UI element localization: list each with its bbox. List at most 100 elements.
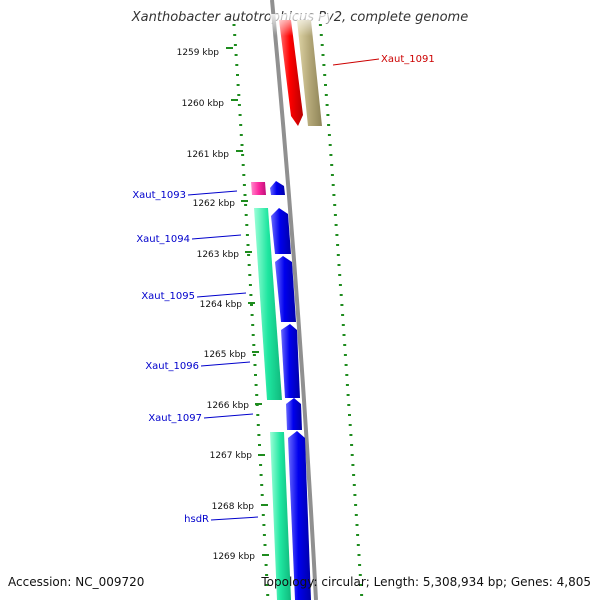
leader-line-xaut-1091 [332, 58, 380, 66]
ruler-minor-tick [356, 544, 360, 546]
ruler-minor-tick [237, 94, 241, 96]
gene-xaut-1097-blue[interactable] [286, 398, 302, 430]
genome-summary-text: Topology: circular; Length: 5,308,934 bp… [261, 575, 591, 589]
ruler-outer-ticks [318, 24, 364, 596]
ruler-minor-tick [243, 194, 247, 196]
ruler-minor-tick [350, 454, 354, 456]
ruler-minor-tick [355, 524, 359, 526]
gene-xaut-1093-blue[interactable] [270, 181, 285, 195]
ruler-minor-tick [233, 44, 237, 46]
ruler-minor-tick [324, 94, 328, 96]
ruler-minor-tick [252, 344, 256, 346]
ruler-minor-tick [343, 354, 347, 356]
ruler-minor-tick [329, 154, 333, 156]
ruler-label-1260: 1260 kbp [182, 99, 225, 109]
ruler-minor-tick [259, 474, 263, 476]
gene-label-hsdr[interactable]: hsdR [184, 514, 209, 525]
ruler-minor-tick [354, 514, 358, 516]
ruler-inner-ticks [232, 24, 270, 596]
gene-xaut-1092-cds[interactable] [297, 20, 322, 126]
leader-line-xaut-1093 [187, 190, 238, 196]
ruler-minor-tick [358, 574, 362, 576]
ruler-minor-tick [347, 404, 351, 406]
ruler-minor-tick [259, 464, 263, 466]
ruler-minor-tick [262, 534, 266, 536]
ruler-minor-tick [258, 444, 261, 446]
ruler-minor-tick [322, 64, 326, 66]
ruler-label-1268: 1268 kbp [212, 502, 255, 512]
ruler-minor-tick [255, 394, 259, 396]
ruler-minor-tick [360, 594, 364, 596]
ruler-minor-tick [335, 234, 339, 236]
ruler-minor-tick [327, 134, 331, 136]
ruler-minor-tick [251, 324, 255, 326]
ruler-minor-tick [232, 24, 236, 26]
ruler-minor-tick [239, 134, 243, 136]
ruler-minor-tick [244, 204, 248, 206]
ruler-minor-tick [233, 34, 237, 36]
ruler-label-1266: 1266 kbp [207, 401, 250, 411]
ruler-minor-tick [266, 594, 270, 596]
ruler-label-1267: 1267 kbp [210, 451, 253, 461]
ruler-minor-tick [345, 384, 349, 386]
leader-line-xaut-1096 [200, 361, 251, 367]
ruler-minor-tick [265, 584, 269, 586]
ruler-minor-tick [237, 104, 241, 106]
ruler-minor-tick [245, 224, 249, 226]
ruler-minor-tick [251, 334, 255, 336]
gene-xaut-1094-green[interactable] [254, 208, 282, 400]
ruler-minor-tick [341, 324, 345, 326]
ruler-label-1261: 1261 kbp [187, 150, 230, 160]
leader-line-xaut-1094 [191, 234, 242, 240]
ruler-minor-tick [345, 374, 349, 376]
ruler-minor-tick [242, 184, 246, 186]
ruler-minor-tick [334, 224, 338, 226]
gene-label-xaut-1094[interactable]: Xaut_1094 [136, 234, 190, 245]
ruler-label-1259: 1259 kbp [177, 48, 220, 58]
ruler-minor-tick [250, 314, 254, 316]
ruler-minor-tick [238, 114, 242, 116]
gene-label-xaut-1091[interactable]: Xaut_1091 [381, 54, 435, 65]
ruler-label-1263: 1263 kbp [197, 250, 240, 260]
gene-xaut-1091-cds[interactable] [279, 20, 303, 126]
gene-xaut-1095-blue[interactable] [275, 256, 296, 322]
ruler-minor-tick [260, 494, 264, 496]
ruler-minor-tick [261, 514, 265, 516]
ruler-minor-tick [356, 534, 360, 536]
ruler-minor-tick [340, 304, 344, 306]
ruler-minor-tick [337, 264, 341, 266]
gene-hsdr-blue[interactable] [288, 431, 311, 600]
ruler-minor-tick [333, 204, 337, 206]
ruler-minor-tick [239, 124, 243, 126]
ruler-minor-tick [236, 74, 239, 76]
ruler-minor-tick [262, 524, 266, 526]
ruler-major-ticks [226, 47, 269, 556]
ruler-minor-tick [240, 144, 244, 146]
gene-label-xaut-1095[interactable]: Xaut_1095 [141, 291, 195, 302]
ruler-minor-tick [331, 184, 335, 186]
ruler-minor-tick [324, 84, 327, 86]
genome-backbone [270, 0, 318, 600]
ruler-minor-tick [241, 164, 245, 166]
accession-text: Accession: NC_009720 [8, 575, 145, 589]
gene-label-xaut-1097[interactable]: Xaut_1097 [148, 413, 202, 424]
ruler-label-1262: 1262 kbp [193, 199, 236, 209]
ruler-minor-tick [350, 444, 354, 446]
ruler-minor-tick [256, 424, 260, 426]
gene-label-xaut-1093[interactable]: Xaut_1093 [132, 190, 186, 201]
gene-hsdr-green[interactable] [270, 432, 291, 600]
ruler-minor-tick [254, 374, 257, 376]
gene-label-xaut-1096[interactable]: Xaut_1096 [145, 361, 199, 372]
gene-xaut-1096-blue[interactable] [281, 324, 300, 398]
ruler-minor-tick [248, 284, 252, 286]
gene-xaut-1094-blue[interactable] [271, 208, 291, 254]
ruler-minor-tick [321, 54, 325, 56]
ruler-minor-tick [264, 564, 268, 566]
ruler-minor-tick [343, 344, 347, 346]
leader-line-xaut-1095 [196, 292, 247, 298]
ruler-minor-tick [346, 394, 350, 396]
gene-xaut-1093-pink[interactable] [251, 182, 266, 195]
ruler-minor-tick [253, 364, 257, 366]
ruler-minor-tick [257, 434, 261, 436]
